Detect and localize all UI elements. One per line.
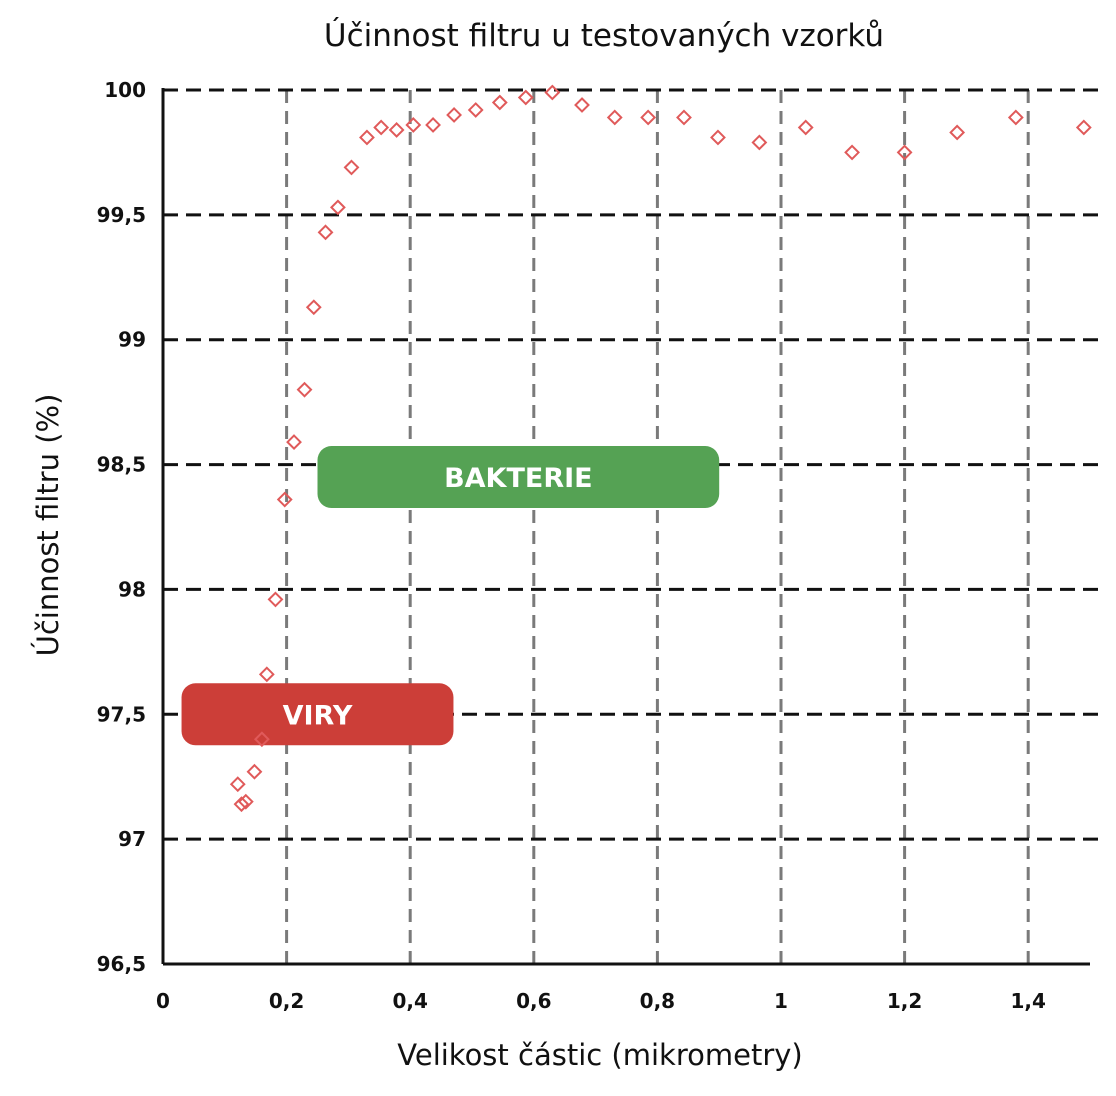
data-point [751, 134, 768, 151]
data-point [544, 84, 561, 101]
data-point [246, 763, 263, 780]
data-point [710, 129, 726, 146]
y-axis-label: Účinnost filtru (%) [31, 394, 65, 657]
x-tick-label: 1 [774, 989, 788, 1013]
x-tick-label: 0,2 [269, 989, 304, 1013]
data-point [359, 129, 375, 146]
y-tick-label: 99,5 [97, 203, 146, 227]
data-point [517, 89, 534, 106]
y-tick-label: 97 [118, 827, 146, 851]
tick-labels: 0 0,2 0,4 0,6 0,8 1 1,2 1,4 96,5 97 97,5 98 98,5 99 99… [97, 78, 1046, 1013]
y-tick-label: 100 [104, 78, 146, 102]
axes [161, 88, 1090, 966]
data-point [305, 299, 322, 316]
y-tick-label: 97,5 [97, 702, 146, 726]
x-tick-label: 0 [156, 989, 170, 1013]
x-tick-label: 0,8 [640, 989, 675, 1013]
data-point [606, 109, 623, 126]
x-tick-label: 1,2 [887, 989, 922, 1013]
data-point [267, 591, 284, 608]
data-point [253, 731, 270, 748]
y-tick-label: 99 [118, 328, 146, 352]
data-point [949, 124, 966, 141]
data-point [1075, 119, 1092, 136]
x-axis-label: Velikost částic (mikrometry) [397, 1038, 802, 1072]
x-tick-label: 1,4 [1010, 989, 1045, 1013]
data-point [896, 144, 913, 161]
data-point [343, 159, 360, 176]
data-point [388, 122, 405, 138]
data-point [844, 144, 860, 161]
y-tick-label: 98 [118, 577, 146, 601]
y-tick-label: 98,5 [97, 453, 146, 477]
data-point [258, 666, 275, 683]
chart-title: Účinnost filtru u testovaných vzorků [324, 17, 884, 54]
data-point [446, 107, 462, 123]
x-tick-label: 0,4 [392, 989, 427, 1013]
y-tick-label: 96,5 [97, 952, 146, 976]
category-bands: BAKTERIE VIRY [181, 446, 720, 746]
data-point [797, 119, 814, 136]
data-point [373, 119, 390, 136]
band-label-viry: VIRY [283, 700, 353, 731]
data-point [491, 94, 508, 111]
grid [163, 88, 1098, 964]
data-point [574, 97, 590, 113]
data-point [1007, 109, 1024, 126]
band-label-bakterie: BAKTERIE [444, 463, 593, 494]
data-point [286, 434, 302, 451]
x-tick-label: 0,6 [516, 989, 551, 1013]
data-point [276, 491, 293, 508]
data-point [425, 117, 441, 133]
data-point [296, 381, 313, 398]
data-point [329, 199, 346, 216]
data-point [233, 796, 250, 813]
data-point [405, 117, 422, 133]
data-point [317, 224, 334, 241]
data-point [237, 793, 254, 810]
band-viry [181, 683, 454, 746]
data-point [229, 776, 246, 793]
data-point [467, 102, 484, 118]
band-bakterie [317, 446, 720, 509]
data-point [676, 109, 692, 126]
data-points [229, 84, 1092, 813]
data-point [640, 109, 657, 126]
